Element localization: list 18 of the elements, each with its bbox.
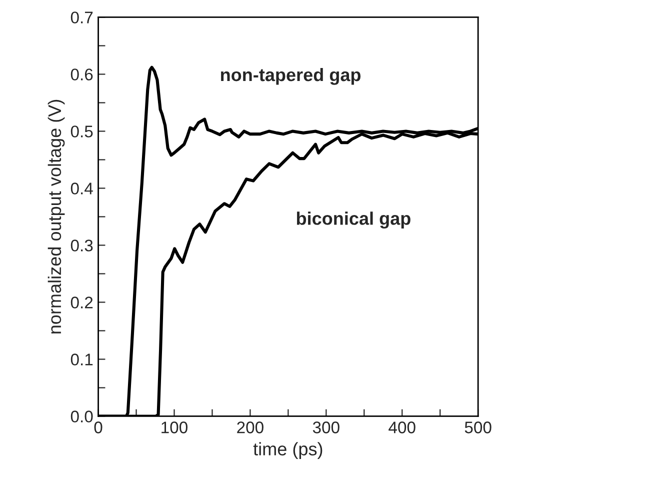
x-tick-label: 300 bbox=[312, 422, 340, 434]
y-tick-label: 0.1 bbox=[70, 354, 93, 366]
x-tick-label: 500 bbox=[464, 422, 492, 434]
y-tick-label: 0.6 bbox=[70, 68, 93, 80]
annotation: non-tapered gap bbox=[221, 68, 361, 85]
y-tick-label: 0.0 bbox=[70, 410, 93, 422]
y-axis-title: normalized output voltage (V) bbox=[48, 100, 65, 334]
x-tick-label: 0 bbox=[94, 422, 102, 434]
x-tick-label: 200 bbox=[237, 422, 264, 434]
x-axis-title: time (ps) bbox=[253, 442, 322, 460]
y-tick-label: 0.5 bbox=[70, 126, 93, 138]
x-tick-label: 400 bbox=[388, 422, 416, 434]
y-tick-label: 0.2 bbox=[70, 296, 93, 308]
x-tick-label: 100 bbox=[162, 422, 188, 434]
y-tick-label: 0.3 bbox=[70, 240, 93, 252]
y-tick-label: 0.7 bbox=[70, 12, 93, 24]
annotation: biconical gap bbox=[296, 212, 410, 229]
y-tick-label: 0.4 bbox=[70, 182, 93, 194]
